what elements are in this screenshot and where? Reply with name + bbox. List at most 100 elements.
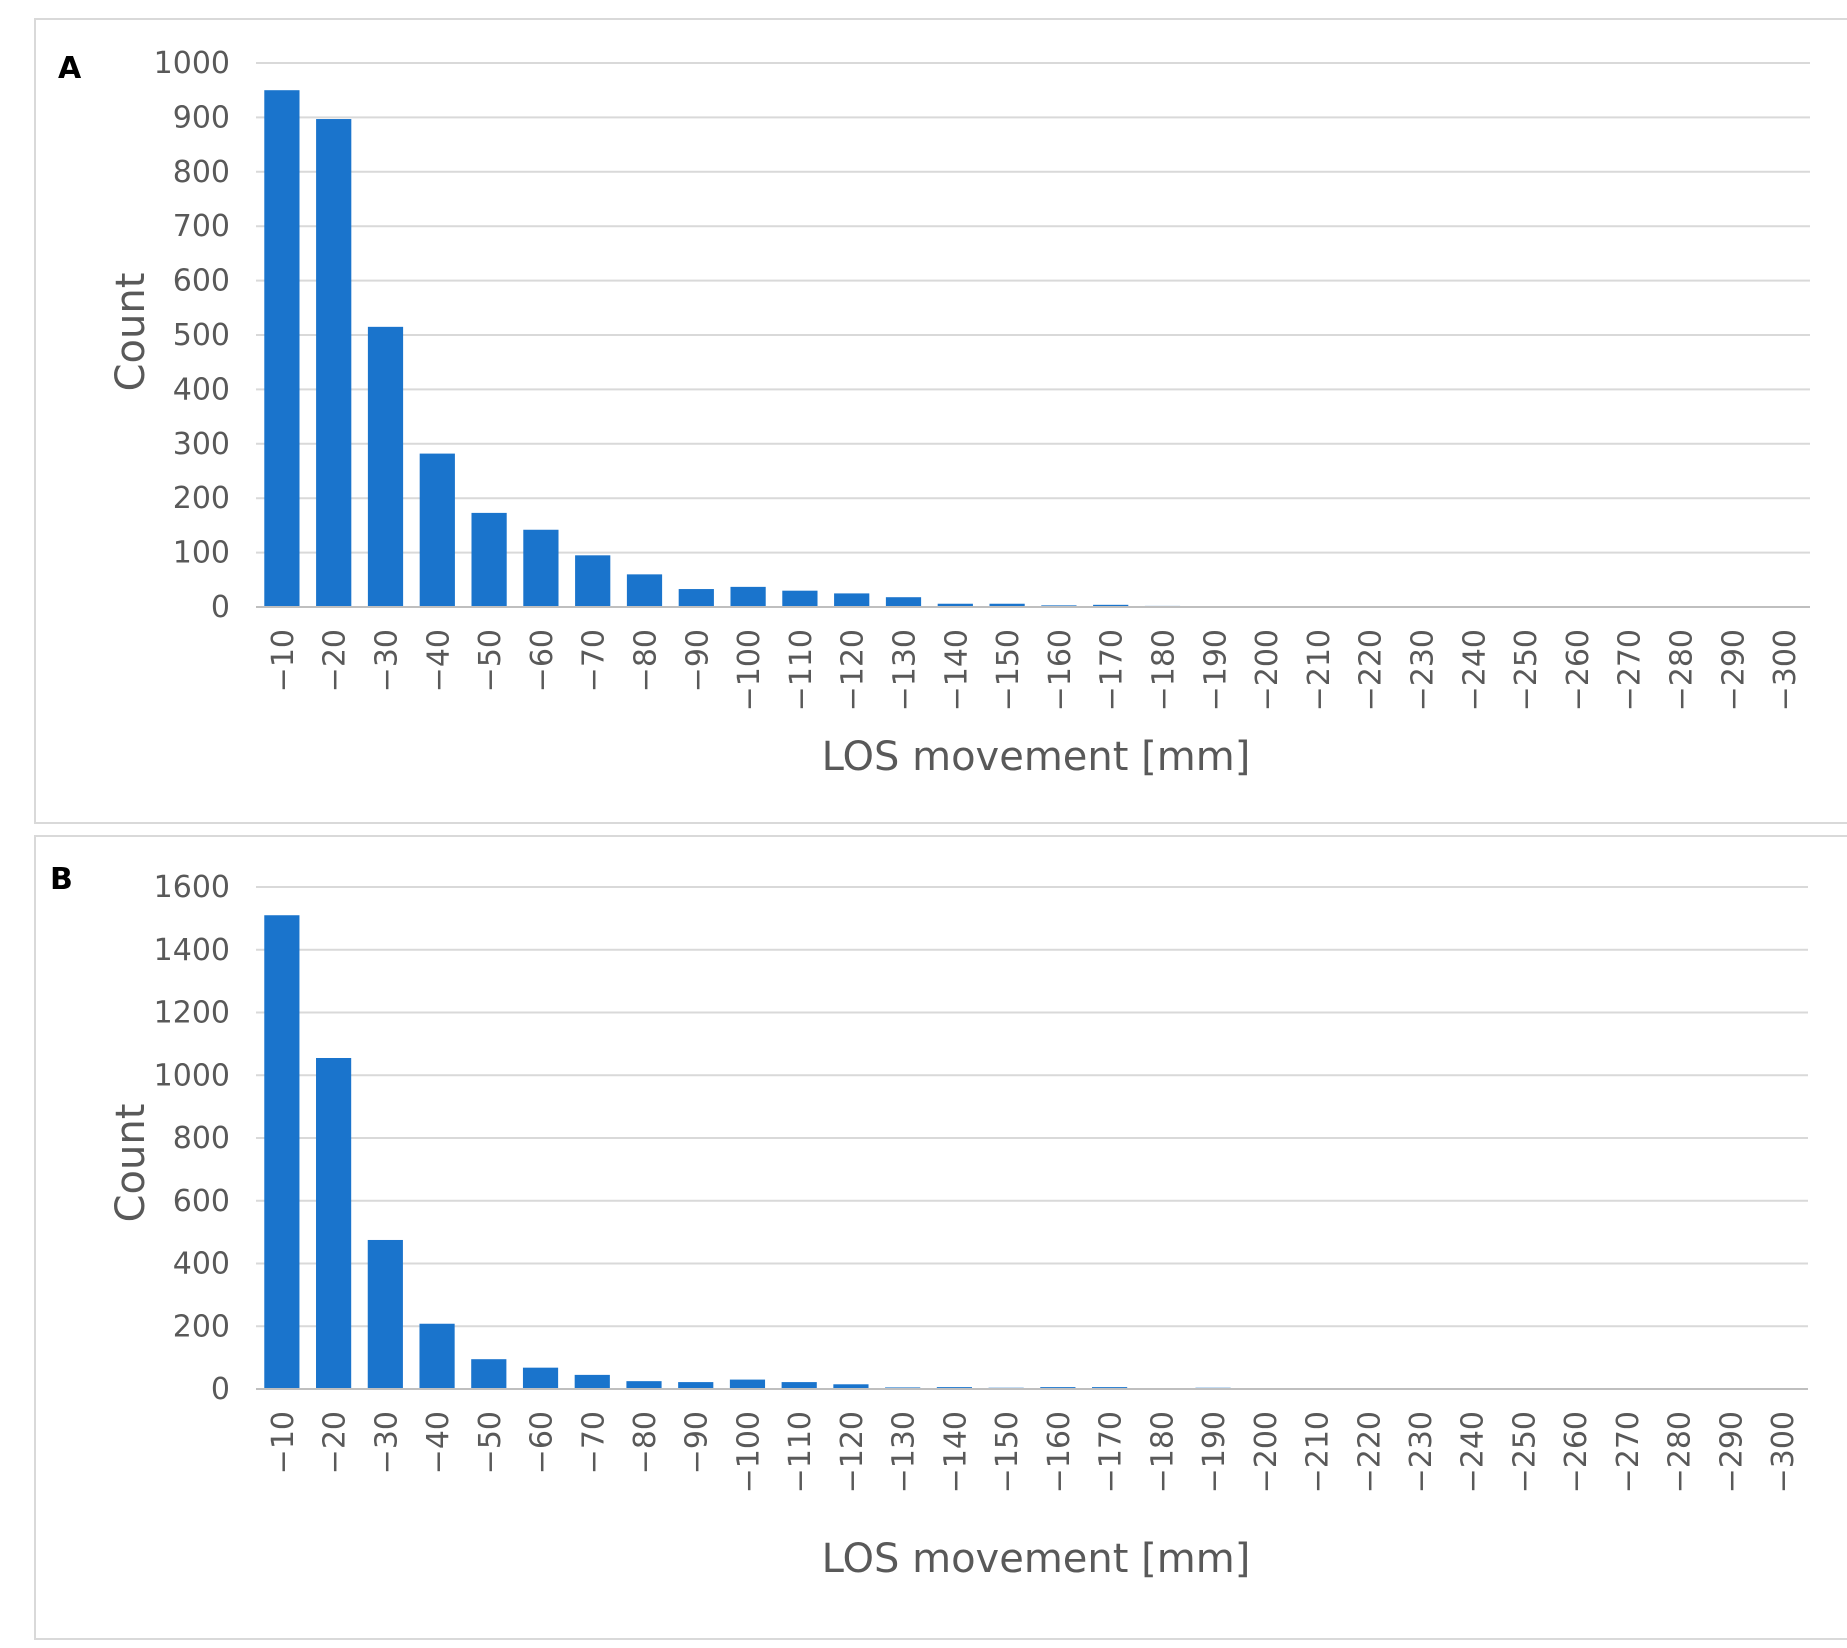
y-tick-label-a: 1000 bbox=[154, 46, 230, 81]
bar-b bbox=[316, 1057, 352, 1389]
x-tick-label-b: −250 bbox=[1507, 1411, 1542, 1493]
x-tick-label-a: −150 bbox=[991, 629, 1026, 711]
bar-b bbox=[781, 1382, 817, 1389]
bar-b bbox=[367, 1239, 403, 1389]
y-tick-label-b: 1600 bbox=[154, 870, 230, 905]
x-tick-label-b: −200 bbox=[1249, 1411, 1284, 1493]
x-tick-label-a: −190 bbox=[1198, 629, 1233, 711]
x-tick-label-a: −300 bbox=[1768, 629, 1803, 711]
y-tick-label-b: 400 bbox=[173, 1247, 230, 1282]
x-tick-label-b: −80 bbox=[628, 1411, 663, 1474]
bar-a bbox=[419, 453, 455, 607]
x-tick-label-b: −10 bbox=[266, 1411, 301, 1474]
x-tick-label-b: −100 bbox=[731, 1411, 766, 1493]
bar-b bbox=[264, 915, 300, 1389]
bar-a bbox=[678, 589, 714, 607]
bar-a bbox=[626, 574, 663, 607]
x-tick-label-b: −110 bbox=[783, 1411, 818, 1493]
bar-b bbox=[678, 1382, 714, 1389]
bar-b bbox=[833, 1384, 869, 1389]
x-tick-label-b: −40 bbox=[421, 1411, 456, 1474]
x-tick-label-b: −30 bbox=[369, 1411, 404, 1474]
x-tick-label-a: −60 bbox=[525, 629, 560, 692]
x-tick-label-a: −180 bbox=[1147, 629, 1182, 711]
x-tick-label-b: −170 bbox=[1094, 1411, 1129, 1493]
x-tick-label-b: −220 bbox=[1352, 1411, 1387, 1493]
x-tick-label-b: −60 bbox=[525, 1411, 560, 1474]
bar-a bbox=[316, 119, 352, 608]
y-tick-label-b: 200 bbox=[173, 1309, 230, 1344]
x-tick-label-a: −160 bbox=[1043, 629, 1078, 711]
x-tick-label-b: −210 bbox=[1301, 1411, 1336, 1493]
y-tick-label-b: 1200 bbox=[154, 996, 230, 1031]
y-tick-label-a: 700 bbox=[173, 209, 230, 244]
x-tick-label-a: −200 bbox=[1250, 629, 1285, 711]
bar-a bbox=[367, 326, 404, 607]
x-tick-label-b: −70 bbox=[576, 1411, 611, 1474]
bar-a bbox=[937, 603, 973, 607]
x-tick-label-a: −270 bbox=[1613, 629, 1648, 711]
y-tick-label-b: 800 bbox=[173, 1121, 230, 1156]
x-tick-label-b: −120 bbox=[835, 1411, 870, 1493]
x-tick-label-b: −20 bbox=[318, 1411, 353, 1474]
x-axis-title-a: LOS movement [mm] bbox=[822, 734, 1251, 780]
x-tick-label-a: −240 bbox=[1457, 629, 1492, 711]
x-tick-label-a: −170 bbox=[1095, 629, 1130, 711]
bar-b bbox=[522, 1367, 559, 1389]
y-tick-label-a: 600 bbox=[173, 264, 230, 299]
bar-a bbox=[264, 90, 300, 607]
bar-a bbox=[471, 512, 507, 607]
x-tick-label-a: −140 bbox=[939, 629, 974, 711]
chart-panel-b: B 0 200 400 600 800 1000 1200 1400 1600 −10 −20 −3… bbox=[34, 835, 1847, 1640]
x-axis-title-b: LOS movement [mm] bbox=[822, 1536, 1251, 1582]
bar-a bbox=[523, 529, 559, 607]
x-tick-label-a: −110 bbox=[784, 629, 819, 711]
x-tick-label-b: −50 bbox=[473, 1411, 508, 1474]
x-tick-label-a: −260 bbox=[1561, 629, 1596, 711]
bar-a bbox=[1093, 604, 1129, 607]
x-tick-label-a: −40 bbox=[421, 629, 456, 692]
x-tick-label-a: −130 bbox=[888, 629, 923, 711]
x-tick-label-b: −140 bbox=[938, 1411, 973, 1493]
x-tick-label-a: −220 bbox=[1354, 629, 1389, 711]
bar-b bbox=[471, 1359, 507, 1389]
y-tick-label-a: 200 bbox=[173, 481, 230, 516]
bar-a bbox=[834, 593, 870, 607]
x-tick-label-b: −90 bbox=[680, 1411, 715, 1474]
x-tick-label-b: −230 bbox=[1404, 1411, 1439, 1493]
bar-chart-a: A 0 100 200 300 400 500 600 700 800 900 1000 −10 −2… bbox=[58, 46, 1810, 780]
x-tick-label-b: −280 bbox=[1663, 1411, 1698, 1493]
y-tick-label-b: 1400 bbox=[154, 933, 230, 968]
y-axis-title-b: Count bbox=[108, 1104, 154, 1223]
y-tick-label-b: 600 bbox=[173, 1184, 230, 1219]
y-tick-label-a: 100 bbox=[173, 536, 230, 571]
y-tick-label-a: 800 bbox=[173, 155, 230, 190]
x-tick-label-a: −80 bbox=[629, 629, 664, 692]
x-tick-label-b: −190 bbox=[1197, 1411, 1232, 1493]
y-tick-label-a: 900 bbox=[173, 100, 230, 135]
x-tick-label-b: −260 bbox=[1559, 1411, 1594, 1493]
panel-label-b: B bbox=[50, 862, 73, 897]
x-tick-label-a: −290 bbox=[1716, 629, 1751, 711]
bar-b bbox=[729, 1379, 766, 1389]
x-tick-label-a: −10 bbox=[266, 629, 301, 692]
x-tick-label-a: −30 bbox=[370, 629, 405, 692]
bar-chart-b: B 0 200 400 600 800 1000 1200 1400 1600 −10 −20 −3… bbox=[50, 862, 1808, 1582]
x-tick-label-b: −180 bbox=[1145, 1411, 1180, 1493]
x-tick-label-a: −90 bbox=[680, 629, 715, 692]
x-tick-label-b: −300 bbox=[1766, 1411, 1801, 1493]
x-tick-label-a: −120 bbox=[836, 629, 871, 711]
y-tick-label-a: 300 bbox=[173, 427, 230, 462]
chart-panel-a: A 0 100 200 300 400 500 600 700 800 900 1000 −10 −2… bbox=[34, 18, 1847, 824]
panel-label-a: A bbox=[58, 51, 82, 86]
bar-a bbox=[989, 603, 1025, 607]
x-tick-label-b: −270 bbox=[1611, 1411, 1646, 1493]
x-tick-label-a: −230 bbox=[1406, 629, 1441, 711]
bar-a bbox=[885, 597, 922, 607]
x-tick-label-b: −130 bbox=[887, 1411, 922, 1493]
bar-a bbox=[730, 586, 766, 607]
x-tick-label-b: −290 bbox=[1714, 1411, 1749, 1493]
y-tick-label-a: 0 bbox=[211, 590, 230, 625]
x-tick-label-a: −20 bbox=[318, 629, 353, 692]
x-tick-label-a: −250 bbox=[1509, 629, 1544, 711]
